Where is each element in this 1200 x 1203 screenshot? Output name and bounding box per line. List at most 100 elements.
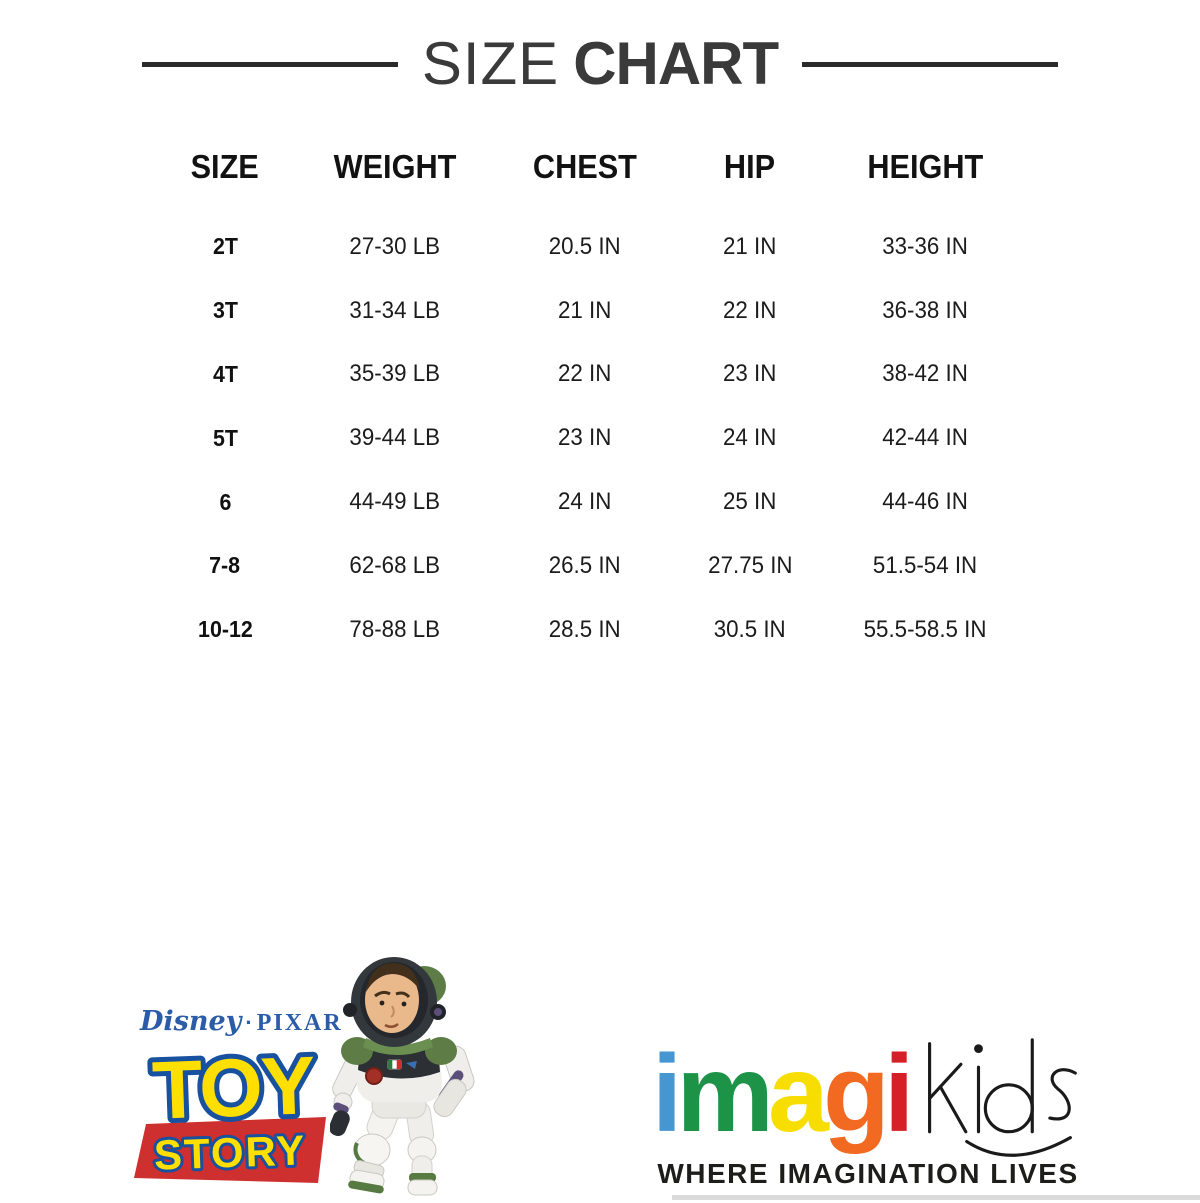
buzz-mouth bbox=[384, 1023, 399, 1028]
buzz-left-ear-pod bbox=[343, 1003, 357, 1017]
size-cell: 4T bbox=[212, 360, 238, 387]
buzz-hair bbox=[366, 963, 420, 992]
title-divider-right bbox=[802, 61, 1059, 67]
kids-k-arm bbox=[928, 1062, 963, 1101]
value-cell: 31-34 LB bbox=[349, 296, 441, 324]
imagi-wordmark: imagi bbox=[652, 1033, 909, 1155]
value-cell: 55.5-58.5 IN bbox=[863, 615, 987, 643]
size-table-body: 2T 27-30 LB 20.5 IN 21 IN 33-36 IN 3T 31-34 LB… bbox=[150, 215, 1030, 662]
value-cell: 23 IN bbox=[558, 424, 612, 452]
buzz-nose bbox=[390, 1005, 395, 1018]
value-cell: 26.5 IN bbox=[549, 551, 621, 579]
value-cell: 38-42 IN bbox=[882, 360, 968, 388]
value-cell: 23 IN bbox=[723, 360, 777, 388]
value-cell: 21 IN bbox=[558, 296, 612, 324]
title-divider-left bbox=[141, 61, 398, 67]
imagikids-logo: imagi bbox=[648, 1032, 1088, 1169]
value-cell: 30.5 IN bbox=[714, 615, 786, 643]
table-row: 3T 31-34 LB 21 IN 22 IN 36-38 IN bbox=[150, 279, 1030, 343]
story-red-banner bbox=[134, 1117, 326, 1183]
buzz-flag-red bbox=[396, 1060, 401, 1069]
column-header: HEIGHT bbox=[867, 148, 983, 185]
imagi-letter: m bbox=[676, 1033, 768, 1155]
imagi-letter: i bbox=[884, 1033, 909, 1155]
buzz-red-badge bbox=[365, 1067, 383, 1085]
disney-pixar-label: Disney · PIXAR bbox=[140, 1006, 341, 1037]
value-cell: 39-44 LB bbox=[349, 424, 441, 452]
imagi-letter: a bbox=[768, 1033, 830, 1155]
toy-story-logo: TOY STORY bbox=[126, 1035, 341, 1197]
pixar-wordmark: PIXAR bbox=[256, 1010, 343, 1036]
table-row: 5T 39-44 LB 23 IN 24 IN 42-44 IN bbox=[150, 406, 1030, 470]
buzz-flag-green bbox=[388, 1060, 393, 1069]
buzz-left-eye bbox=[379, 1000, 385, 1006]
value-cell: 22 IN bbox=[558, 360, 612, 388]
size-cell: 5T bbox=[212, 424, 238, 451]
column-header: CHEST bbox=[532, 148, 638, 185]
value-cell: 20.5 IN bbox=[549, 232, 621, 260]
buzz-left-wristband bbox=[333, 1102, 349, 1114]
value-cell: 22 IN bbox=[723, 296, 777, 324]
buzz-right-shoulder bbox=[425, 1037, 457, 1065]
buzz-lightyear-figure bbox=[329, 950, 482, 1203]
value-cell: 78-88 LB bbox=[349, 615, 441, 643]
column-header: WEIGHT bbox=[333, 148, 457, 185]
story-text: STORY bbox=[153, 1126, 307, 1178]
table-row: 2T 27-30 LB 20.5 IN 21 IN 33-36 IN bbox=[150, 215, 1030, 279]
page-title: SIZE CHART bbox=[421, 24, 779, 104]
title-word-chart: CHART bbox=[573, 30, 779, 97]
value-cell: 42-44 IN bbox=[882, 424, 968, 452]
buzz-left-brow bbox=[374, 990, 391, 998]
kids-wordmark bbox=[928, 1038, 1077, 1157]
buzz-right-boot bbox=[407, 1179, 438, 1196]
size-cell: 3T bbox=[212, 297, 238, 324]
bottom-edge-bar bbox=[672, 1195, 1200, 1200]
buzz-left-boot-sole bbox=[348, 1180, 384, 1194]
smile-arc-icon bbox=[965, 1136, 1072, 1157]
dot-separator: · bbox=[245, 1010, 253, 1035]
table-row: 4T 35-39 LB 22 IN 23 IN 38-42 IN bbox=[150, 343, 1030, 407]
value-cell: 24 IN bbox=[558, 488, 612, 516]
imagi-letter: g bbox=[823, 1033, 884, 1155]
toy-text: TOY bbox=[151, 1040, 316, 1137]
kids-k-leg bbox=[938, 1085, 968, 1134]
value-cell: 51.5-54 IN bbox=[872, 551, 978, 579]
value-cell: 27.75 IN bbox=[707, 551, 793, 579]
buzz-right-forearm bbox=[433, 1078, 467, 1118]
value-cell: 35-39 LB bbox=[349, 360, 441, 388]
buzz-left-glove bbox=[329, 1110, 350, 1137]
imagikids-tagline: WHERE IMAGINATION LIVES bbox=[657, 1158, 1079, 1189]
size-cell: 6 bbox=[219, 488, 231, 515]
buzz-right-brow bbox=[395, 991, 411, 999]
kids-s-curve bbox=[1048, 1068, 1077, 1121]
value-cell: 27-30 LB bbox=[349, 232, 441, 260]
buzz-face bbox=[365, 967, 419, 1033]
buzz-ear-pod-accent bbox=[434, 1008, 442, 1016]
buzz-right-eye bbox=[401, 1001, 407, 1007]
disney-wordmark: Disney bbox=[140, 1006, 242, 1037]
value-cell: 33-36 IN bbox=[882, 232, 968, 260]
buzz-chevron-patch bbox=[406, 1061, 417, 1069]
value-cell: 62-68 LB bbox=[349, 551, 441, 579]
size-table: SIZE WEIGHT CHEST HIP HEIGHT 2T 27-30 LB 20.5 … bbox=[150, 142, 1030, 662]
value-cell: 25 IN bbox=[723, 488, 777, 516]
value-cell: 28.5 IN bbox=[549, 615, 621, 643]
kids-d-bowl bbox=[983, 1083, 1034, 1134]
table-row: 10-12 78-88 LB 28.5 IN 30.5 IN 55.5-58.5 IN bbox=[150, 598, 1030, 662]
value-cell: 36-38 IN bbox=[882, 296, 968, 324]
column-header: SIZE bbox=[190, 148, 260, 185]
size-table-header: SIZE WEIGHT CHEST HIP HEIGHT bbox=[150, 142, 1030, 192]
toy-story-logo-art: TOY STORY bbox=[134, 1035, 326, 1183]
imagikids-logo-art: imagi bbox=[652, 1033, 1077, 1157]
size-cell: 7-8 bbox=[209, 552, 241, 579]
kids-i-dot bbox=[974, 1044, 983, 1054]
value-cell: 44-46 IN bbox=[882, 488, 968, 516]
value-cell: 44-49 LB bbox=[349, 488, 441, 516]
size-cell: 10-12 bbox=[197, 616, 253, 643]
size-chart-title-row: SIZE CHART bbox=[0, 24, 1200, 104]
title-word-size: SIZE bbox=[421, 30, 560, 97]
value-cell: 24 IN bbox=[723, 424, 777, 452]
value-cell: 21 IN bbox=[723, 232, 777, 260]
imagi-letter: i bbox=[652, 1033, 677, 1155]
table-row: 7-8 62-68 LB 26.5 IN 27.75 IN 51.5-54 IN bbox=[150, 534, 1030, 598]
